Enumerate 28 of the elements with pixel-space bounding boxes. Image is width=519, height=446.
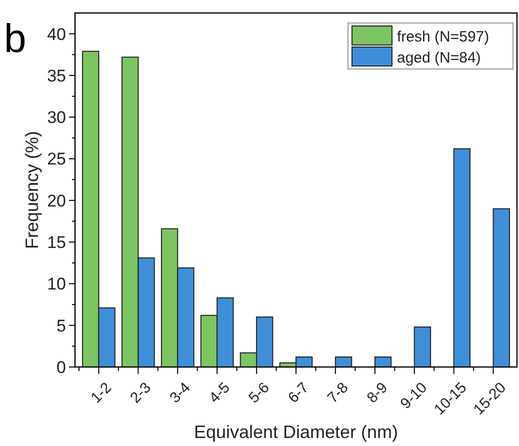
text: b bbox=[4, 17, 26, 61]
x-tick-label: 4-5 bbox=[206, 379, 234, 407]
x-tick-label: 2-3 bbox=[127, 379, 154, 407]
y-tick-label: 35 bbox=[47, 66, 66, 86]
y-tick-label: 15 bbox=[47, 233, 66, 252]
legend-label: fresh (N=597) bbox=[397, 28, 490, 46]
bar bbox=[334, 356, 352, 368]
y-tick-label: 5 bbox=[56, 316, 66, 336]
x-tick-label: 1-2 bbox=[88, 379, 115, 407]
x-tick-label: 7-8 bbox=[324, 379, 352, 407]
bar bbox=[492, 208, 510, 368]
y-tick-label: 20 bbox=[47, 191, 66, 210]
legend-label: aged (N=84) bbox=[397, 49, 481, 66]
x-tick-label: 8-9 bbox=[364, 379, 392, 407]
x-axis-title: Equivalent Diameter (nm) bbox=[194, 422, 398, 442]
bar bbox=[453, 148, 470, 368]
bar bbox=[414, 326, 432, 368]
y-tick-label: 0 bbox=[56, 358, 66, 377]
y-tick-label: 25 bbox=[47, 150, 66, 169]
y-tick-label: 30 bbox=[47, 108, 66, 128]
bar bbox=[374, 356, 392, 368]
x-tick-label: 6-7 bbox=[284, 379, 312, 407]
x-tick-label: 3-4 bbox=[166, 379, 194, 407]
y-tick-label: 10 bbox=[47, 274, 66, 294]
x-tick-label: 9-10 bbox=[397, 379, 431, 412]
y-axis-title: Frequency (%) bbox=[22, 130, 42, 250]
x-tick-label: 5-6 bbox=[245, 379, 273, 407]
y-tick-label: 40 bbox=[47, 24, 66, 44]
